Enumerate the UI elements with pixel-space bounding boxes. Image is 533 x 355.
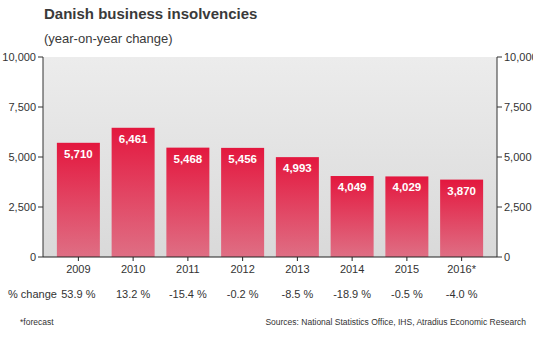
y-tick-label: 2,500 (8, 201, 36, 213)
data-label: 4,029 (392, 181, 421, 193)
y-tick (38, 207, 43, 208)
x-tick (187, 257, 188, 261)
pct-change-value: 13.2 % (116, 288, 150, 300)
data-label: 5,468 (173, 153, 202, 165)
x-tick-label: 2010 (121, 263, 145, 275)
y-tick-label: 5,000 (8, 151, 36, 163)
x-tick-label: 2011 (176, 263, 200, 275)
chart: Danish business insolvencies (year-on-yea… (0, 0, 533, 355)
data-label: 5,456 (228, 153, 257, 165)
x-tick-label: 2014 (340, 263, 364, 275)
y2-tick (497, 107, 502, 108)
y-tick (38, 257, 43, 258)
y2-tick-label: 10,000 (504, 51, 533, 63)
x-tick (133, 257, 134, 261)
x-axis-line (43, 256, 497, 257)
data-label: 3,870 (447, 185, 476, 197)
source: Sources: National Statistics Office, IHS… (265, 317, 526, 327)
pct-change-value: 53.9 % (61, 288, 95, 300)
y-tick (38, 157, 43, 158)
y2-tick (497, 57, 502, 58)
x-tick (406, 257, 407, 261)
x-tick-label: 2016* (447, 263, 476, 275)
bar (57, 143, 100, 257)
data-label: 6,461 (119, 133, 148, 145)
data-label: 4,993 (283, 162, 312, 174)
x-tick (78, 257, 79, 261)
y2-tick-label: 7,500 (504, 101, 532, 113)
footnote: *forecast (20, 317, 54, 327)
y2-tick (497, 207, 502, 208)
bar (166, 148, 209, 257)
y2-tick-label: 2,500 (504, 201, 532, 213)
subtitle: (year-on-year change) (44, 31, 173, 46)
y2-tick-label: 5,000 (504, 151, 532, 163)
pct-change-label: % change (8, 288, 57, 300)
x-tick-label: 2015 (395, 263, 419, 275)
pct-change-value: -0.2 % (227, 288, 259, 300)
bar (440, 180, 483, 257)
pct-change-value: -15.4 % (169, 288, 207, 300)
y-tick-label: 7,500 (8, 101, 36, 113)
bar (221, 148, 264, 257)
bar (385, 176, 428, 257)
plot-background (43, 57, 497, 257)
bar (276, 157, 319, 257)
y2-tick (497, 257, 502, 258)
y-tick (38, 107, 43, 108)
y-tick-label: 10,000 (2, 51, 36, 63)
x-tick (461, 257, 462, 261)
x-tick-label: 2013 (285, 263, 309, 275)
x-tick-label: 2012 (230, 263, 254, 275)
data-label: 4,049 (338, 181, 367, 193)
x-tick (242, 257, 243, 261)
y-tick (38, 57, 43, 58)
data-label: 5,710 (64, 148, 93, 160)
x-tick (297, 257, 298, 261)
pct-change-value: -4.0 % (446, 288, 478, 300)
x-tick (352, 257, 353, 261)
bar (112, 128, 155, 257)
pct-change-value: -8.5 % (281, 288, 313, 300)
y2-tick (497, 157, 502, 158)
pct-change-value: -18.9 % (333, 288, 371, 300)
pct-change-value: -0.5 % (391, 288, 423, 300)
y-tick-label: 0 (30, 251, 36, 263)
y2-tick-label: 0 (504, 251, 510, 263)
title: Danish business insolvencies (44, 5, 257, 22)
x-tick-label: 2009 (66, 263, 90, 275)
bar (331, 176, 374, 257)
bars (57, 128, 483, 257)
